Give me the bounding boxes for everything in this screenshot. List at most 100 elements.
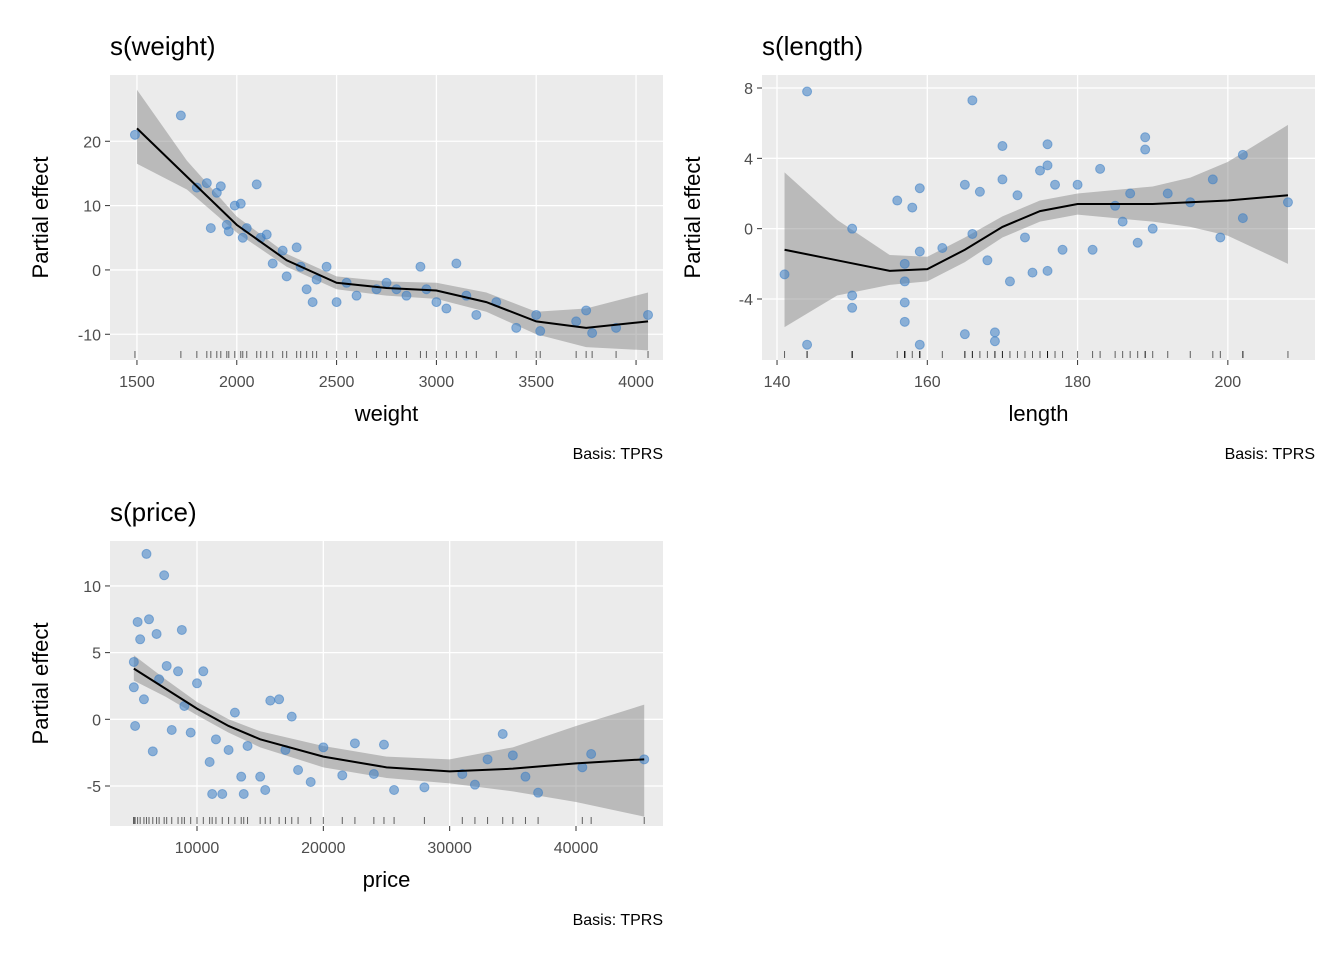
x-axis-label: length: [1009, 401, 1069, 426]
x-tick-label: 20000: [301, 840, 346, 857]
data-point: [198, 666, 209, 677]
data-point: [779, 269, 790, 280]
data-point: [238, 788, 249, 799]
chart-title: s(weight): [110, 31, 215, 61]
data-point: [318, 742, 329, 753]
data-point: [974, 186, 985, 197]
data-point: [192, 678, 203, 689]
data-point: [159, 570, 170, 581]
confidence-band: [784, 124, 1288, 328]
data-point: [419, 782, 430, 793]
y-tick-label: 0: [92, 263, 101, 280]
x-tick-label: 2000: [219, 374, 255, 391]
data-point: [337, 770, 348, 781]
data-point: [166, 724, 177, 735]
data-point: [967, 228, 978, 239]
plot-content: [129, 89, 654, 358]
data-point: [892, 195, 903, 206]
data-point: [802, 339, 813, 350]
x-tick-label: 4000: [618, 374, 654, 391]
data-point: [802, 86, 813, 97]
data-point: [368, 768, 379, 779]
data-point: [401, 290, 412, 301]
data-point: [237, 232, 248, 243]
data-point: [577, 762, 588, 773]
panel: 1500 2000 2500 3000 3500 4000 -10 0 10 20 s(weight…: [28, 31, 663, 463]
data-point: [1042, 160, 1053, 171]
y-tick-label: 10: [83, 579, 101, 596]
data-point: [914, 246, 925, 257]
data-point: [586, 748, 597, 759]
data-point: [223, 744, 234, 755]
x-tick-label: 3500: [518, 374, 554, 391]
data-point: [899, 297, 910, 308]
data-point: [301, 284, 312, 295]
data-point: [1087, 244, 1098, 255]
plot-background: [110, 541, 663, 826]
y-tick-label: -5: [87, 779, 101, 796]
confidence-band: [136, 89, 649, 351]
fit-line: [784, 194, 1289, 272]
data-point: [147, 746, 158, 757]
data-point: [415, 261, 426, 272]
data-point: [1117, 216, 1128, 227]
data-point: [959, 179, 970, 190]
x-tick-label: 30000: [427, 840, 472, 857]
y-tick-label: 20: [83, 134, 101, 151]
x-axis-label: weight: [354, 401, 419, 426]
x-axis-label: price: [363, 867, 411, 892]
data-point: [229, 707, 240, 718]
data-point: [1035, 165, 1046, 176]
data-point: [305, 776, 316, 787]
x-tick-label: 160: [914, 374, 941, 391]
data-point: [143, 614, 154, 625]
plot-content: [128, 548, 650, 824]
data-point: [281, 271, 292, 282]
data-point: [307, 297, 318, 308]
panel: 140 160 180 200 -4 0 4 8 s(length) length Partial …: [680, 31, 1315, 463]
data-point: [267, 258, 278, 269]
data-point: [201, 178, 212, 189]
data-point: [293, 764, 304, 775]
data-point: [1147, 223, 1158, 234]
data-point: [378, 739, 389, 750]
data-point: [989, 327, 1000, 338]
data-point: [1162, 188, 1173, 199]
data-point: [176, 624, 187, 635]
data-point: [847, 223, 858, 234]
data-point: [331, 297, 342, 308]
data-point: [215, 181, 226, 192]
data-point: [1042, 265, 1053, 276]
data-point: [1095, 163, 1106, 174]
data-point: [311, 274, 322, 285]
data-point: [135, 634, 146, 645]
x-tick-label: 2500: [319, 374, 355, 391]
data-point: [1215, 232, 1226, 243]
data-point: [899, 316, 910, 327]
data-point: [141, 548, 152, 559]
x-tick-label: 3000: [419, 374, 455, 391]
y-axis-label: Partial effect: [28, 157, 53, 279]
data-point: [511, 322, 522, 333]
data-point: [587, 327, 598, 338]
data-point: [277, 245, 288, 256]
plot-background: [110, 75, 663, 360]
data-point: [260, 784, 271, 795]
x-tick-label: 10000: [175, 840, 220, 857]
data-point: [151, 628, 162, 639]
y-tick-label: 0: [744, 222, 753, 239]
data-point: [1057, 244, 1068, 255]
data-point: [937, 243, 948, 254]
y-tick-label: -10: [78, 327, 101, 344]
y-axis-label: Partial effect: [28, 623, 53, 745]
data-point: [251, 179, 262, 190]
data-point: [997, 141, 1008, 152]
confidence-band: [133, 655, 645, 817]
data-point: [1012, 190, 1023, 201]
data-point: [847, 290, 858, 301]
data-point: [899, 258, 910, 269]
data-point: [1019, 232, 1030, 243]
data-point: [351, 290, 362, 301]
data-point: [1004, 276, 1015, 287]
